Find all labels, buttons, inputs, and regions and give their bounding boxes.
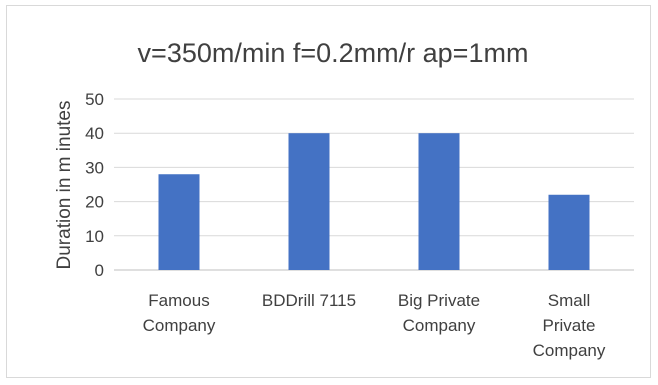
bar: [419, 133, 460, 270]
bar: [159, 174, 200, 270]
bar: [289, 133, 330, 270]
category-label: Big Private Company: [398, 291, 480, 335]
y-tick-label: 10: [85, 227, 104, 246]
category-label: Famous Company: [143, 291, 216, 335]
y-tick-label: 30: [85, 158, 104, 177]
y-tick-labels: 0 10 20 30 40 50: [85, 90, 104, 280]
category-label: Small Private Company: [533, 291, 606, 360]
chart-title: v=350m/min f=0.2mm/r ap=1mm: [138, 38, 529, 68]
y-tick-label: 0: [95, 261, 104, 280]
y-tick-label: 40: [85, 124, 104, 143]
category-labels: Famous Company BDDrill 7115 Big Private Comp…: [143, 291, 606, 360]
y-tick-label: 50: [85, 90, 104, 109]
category-label: BDDrill 7115: [262, 291, 356, 310]
y-axis-title: Duration in m inutes: [54, 101, 75, 270]
bar: [549, 195, 590, 270]
y-tick-label: 20: [85, 193, 104, 212]
